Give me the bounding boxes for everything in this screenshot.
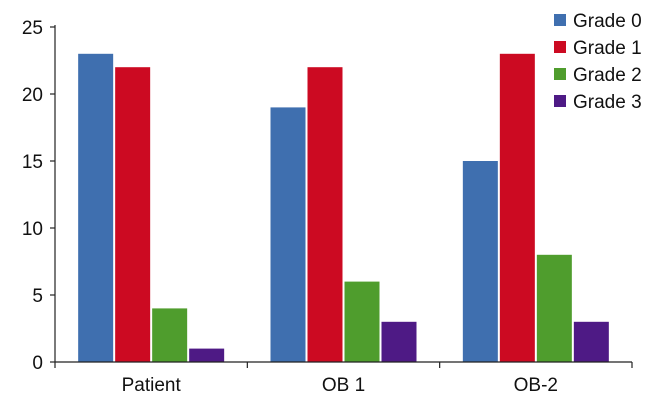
bar-grade-1-ob-1 bbox=[307, 67, 343, 362]
x-axis-categories: Patient OB 1 OB-2 bbox=[54, 362, 633, 396]
legend-label: Grade 1 bbox=[573, 38, 642, 59]
legend-label: Grade 2 bbox=[573, 65, 642, 86]
bar-grade-0-ob-2 bbox=[462, 161, 498, 362]
bar-grade-1-ob-2 bbox=[499, 53, 535, 363]
y-tick-label: 0 bbox=[32, 353, 43, 374]
bar-grade-3-ob-2 bbox=[573, 321, 609, 362]
bar-grade-2-ob-1 bbox=[344, 281, 380, 362]
y-tick-label: 20 bbox=[22, 85, 43, 106]
x-category-label: OB-2 bbox=[514, 375, 558, 396]
bar-grade-1-patient bbox=[115, 67, 151, 362]
bar-grade-0-patient bbox=[78, 53, 114, 363]
legend-swatch bbox=[554, 68, 566, 80]
legend-label: Grade 3 bbox=[573, 92, 642, 113]
y-tick-label: 15 bbox=[22, 152, 43, 173]
axes-layer bbox=[54, 25, 632, 363]
bar-grade-3-ob-1 bbox=[381, 321, 417, 362]
bar-grade-3-patient bbox=[189, 348, 225, 362]
legend-swatch bbox=[554, 95, 566, 107]
bar-grade-2-ob-2 bbox=[536, 254, 572, 362]
bars-layer bbox=[78, 53, 609, 363]
bar-grade-2-patient bbox=[152, 308, 188, 362]
x-category-label: OB 1 bbox=[322, 375, 365, 396]
x-category-label: Patient bbox=[122, 375, 182, 396]
legend-label: Grade 0 bbox=[573, 11, 642, 32]
y-tick-label: 25 bbox=[22, 18, 43, 39]
legend-swatch bbox=[554, 41, 566, 53]
legend-swatch bbox=[554, 14, 566, 26]
y-tick-label: 5 bbox=[32, 286, 43, 307]
bar-grade-0-ob-1 bbox=[270, 107, 306, 363]
legend: Grade 0 Grade 1 Grade 2 Grade 3 bbox=[554, 11, 642, 113]
y-axis-ticks: 0 5 10 15 20 25 bbox=[22, 18, 55, 374]
y-tick-label: 10 bbox=[22, 219, 43, 240]
